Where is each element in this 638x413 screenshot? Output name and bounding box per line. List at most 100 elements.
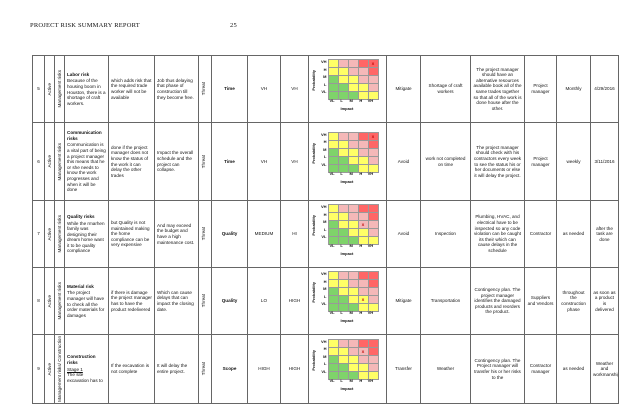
matrix-cell	[337, 204, 349, 213]
risk-row: 7 Active Management risks Quality risks Whil…	[32, 200, 619, 268]
risk-title: Labor risk	[67, 71, 90, 77]
matrix-cell	[357, 139, 369, 149]
risk-probability: VH	[247, 122, 281, 201]
matrix-cell	[347, 147, 359, 157]
risk-category: Management risks	[57, 70, 62, 108]
matrix-cell	[357, 83, 369, 92]
risk-status: Active	[47, 227, 52, 241]
risk-category: Management risks/ Construction	[57, 336, 62, 402]
matrix-cell	[337, 271, 349, 280]
risk-plan: Plumbing, HVAC, and electrical have to b…	[470, 200, 525, 268]
risk-probability: VH	[247, 55, 281, 123]
risk-trigger: Shortage of craft workers	[420, 55, 471, 123]
risk-stage-link[interactable]: Stage 1	[67, 366, 83, 372]
risk-description-cell: Communication risks Communication is a vi…	[64, 122, 109, 201]
matrix-cell	[367, 370, 379, 380]
matrix-cell	[327, 279, 339, 288]
matrix-cell	[357, 147, 369, 157]
risk-date: 4/29/2016	[590, 55, 619, 123]
risk-response: Avoid	[386, 122, 421, 201]
probability-level: VH	[320, 204, 327, 209]
matrix-cell	[337, 75, 349, 84]
risk-effect: And may exceed the budget and have a hig…	[154, 200, 199, 268]
matrix-cell	[367, 139, 379, 149]
matrix-grid: X	[327, 131, 379, 173]
matrix-grid: X	[327, 59, 379, 100]
impact-axis-label: Impact	[340, 178, 354, 184]
matrix-cell	[337, 228, 349, 237]
risk-row: 6 Active Management risks Communication ris…	[32, 122, 619, 201]
risk-objective: Time	[211, 122, 248, 201]
matrix-cell	[327, 228, 339, 237]
matrix-cell	[327, 131, 339, 141]
matrix-grid: X	[327, 338, 379, 380]
matrix-cell	[337, 338, 349, 348]
risk-cause: but Quality is not maintained making the…	[108, 200, 155, 268]
risk-matrix-cell: Probability VH H M L VL X VL L M H VH Impact	[308, 122, 387, 201]
matrix-cell	[327, 287, 339, 296]
impact-level: VL	[329, 98, 335, 103]
matrix-cell	[367, 279, 379, 288]
risk-plan: Contingency plan. The Project manager wi…	[470, 334, 525, 404]
matrix-cell	[347, 67, 359, 76]
matrix-cell	[357, 338, 369, 348]
matrix-cell	[327, 220, 339, 229]
risk-plan: Contingency plan. The project manager id…	[470, 267, 525, 335]
matrix-cell	[357, 59, 369, 68]
matrix-cell	[367, 83, 379, 92]
probability-impact-matrix: Probability VH H M L VL X VL L M H VH Impact	[311, 269, 385, 334]
probability-level: VL	[321, 368, 327, 374]
matrix-cell	[367, 354, 379, 364]
matrix-cell	[367, 338, 379, 348]
probability-level: M	[323, 353, 327, 359]
matrix-cell	[337, 131, 349, 141]
matrix-cell	[327, 212, 339, 221]
risk-impact: HIGH	[280, 267, 309, 335]
risk-trigger: Transportation	[420, 267, 471, 335]
matrix-cell	[347, 271, 359, 280]
impact-axis-label: Impact	[340, 106, 354, 111]
matrix-cell	[367, 287, 379, 296]
risk-id: 5	[32, 55, 45, 123]
risk-type: Threat	[201, 82, 206, 96]
impact-level: L	[340, 377, 343, 383]
matrix-cell	[347, 346, 359, 356]
risk-status: Active	[47, 155, 52, 168]
risk-date: Weather and workmanship	[590, 334, 619, 404]
risk-impact: HI	[280, 200, 309, 268]
impact-axis-label: Impact	[340, 251, 354, 256]
probability-level: H	[323, 211, 327, 217]
risk-owner: Contractor manager	[524, 334, 557, 404]
probability-level: H	[323, 278, 327, 284]
matrix-cell	[357, 212, 369, 221]
matrix-cell	[357, 287, 369, 296]
risk-title: Construction risks	[67, 354, 96, 366]
matrix-cell	[347, 228, 359, 237]
probability-level: L	[324, 226, 327, 232]
matrix-cell	[367, 147, 379, 157]
risk-frequency: as needed	[556, 334, 591, 404]
impact-level: L	[340, 98, 343, 103]
matrix-cell: X	[367, 131, 379, 141]
matrix-cell	[367, 271, 379, 280]
matrix-cell	[357, 228, 369, 237]
matrix-cell	[367, 67, 379, 76]
risk-matrix-cell: Probability VH H M L VL X VL L M H VH Impact	[308, 267, 387, 335]
matrix-cell	[327, 271, 339, 280]
matrix-cell	[367, 75, 379, 84]
matrix-cell	[337, 346, 349, 356]
risk-effect: It will delay the entire project.	[154, 334, 199, 404]
matrix-cell	[367, 362, 379, 372]
matrix-cell	[327, 338, 339, 348]
probability-level: M	[323, 219, 327, 224]
probability-impact-matrix: Probability VH H M L VL X VL L M H VH Impact	[311, 202, 385, 267]
risk-type: Threat	[201, 154, 206, 169]
matrix-cell	[367, 155, 379, 165]
matrix-cell	[337, 155, 349, 165]
impact-level: H	[359, 170, 363, 176]
matrix-cell	[337, 295, 349, 304]
matrix-cell	[337, 147, 349, 157]
matrix-cell	[327, 139, 339, 149]
risk-impact: VH	[280, 55, 309, 123]
report-header: PROJECT RISK SUMMARY REPORT 25	[30, 22, 237, 29]
